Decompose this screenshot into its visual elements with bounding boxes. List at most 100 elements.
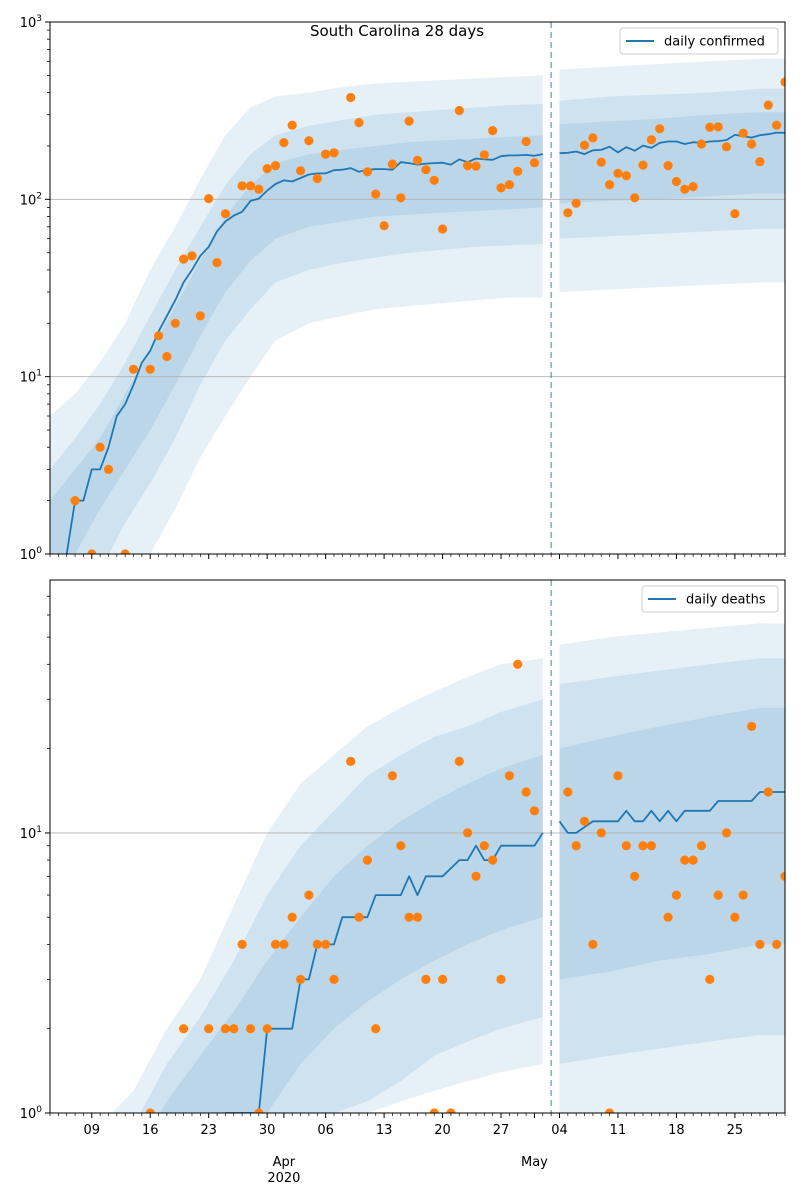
observed-point (688, 855, 698, 865)
observed-point (254, 1108, 264, 1113)
observed-point (646, 135, 657, 145)
observed-point (187, 251, 197, 261)
observed-point (663, 161, 673, 171)
legend-box (619, 27, 779, 55)
observed-point (346, 756, 356, 767)
x-tick-label: 04 (551, 1123, 568, 1138)
observed-point (463, 161, 473, 171)
observed-point (362, 167, 372, 177)
observed-point (705, 122, 715, 132)
observed-point (780, 77, 785, 87)
observed-point (504, 180, 514, 190)
observed-point (721, 828, 732, 838)
observed-point (120, 549, 130, 554)
observed-point (772, 939, 782, 950)
confidence-band (50, 75, 543, 554)
observed-point (195, 311, 205, 321)
observed-point (70, 496, 80, 506)
observed-point (421, 165, 431, 175)
observed-point (479, 150, 489, 160)
observed-point (304, 136, 314, 146)
observed-point (588, 939, 598, 950)
observed-point (513, 659, 523, 669)
observed-point (179, 1024, 189, 1034)
y-tick-label-exponent: 0 (36, 1105, 42, 1115)
observed-point (371, 1024, 381, 1034)
legend-entry: daily confirmed (664, 35, 765, 50)
observed-point (296, 166, 306, 176)
observed-point (763, 787, 773, 797)
legend-box (641, 585, 779, 613)
observed-point (262, 1024, 272, 1034)
observed-point (471, 871, 481, 881)
x-tick-label: 27 (493, 1123, 510, 1138)
observed-point (763, 100, 773, 110)
observed-point (663, 912, 673, 922)
observed-point (588, 133, 598, 143)
observed-point (270, 939, 281, 950)
observed-point (521, 136, 531, 147)
y-tick-label-exponent: 0 (36, 546, 42, 556)
y-tick-label-base: 10 (20, 548, 37, 563)
observed-point (229, 1024, 239, 1034)
observed-point (571, 198, 581, 208)
legend: daily confirmed (619, 27, 779, 55)
y-tick-label-exponent: 3 (36, 14, 42, 24)
series-line (65, 153, 543, 554)
observed-point (404, 116, 414, 126)
confidence-band (559, 112, 785, 204)
observed-point (671, 890, 682, 900)
observed-point (438, 974, 448, 985)
y-tick-label: 100 (20, 1105, 43, 1122)
observed-point (772, 120, 782, 130)
observed-point (220, 209, 230, 219)
observed-point (237, 939, 247, 950)
confidence-band (559, 658, 785, 1064)
observed-point (438, 224, 448, 234)
observed-point (529, 806, 540, 816)
observed-point (471, 161, 481, 171)
observed-point (404, 912, 414, 922)
observed-point (521, 787, 531, 797)
observed-point (396, 841, 406, 851)
observed-point (630, 193, 640, 203)
observed-point (671, 176, 682, 187)
observed-point (496, 183, 506, 193)
observed-point (479, 841, 489, 851)
observed-point (321, 939, 331, 950)
observed-point (738, 890, 748, 900)
observed-point (613, 771, 623, 781)
observed-point (579, 816, 590, 826)
observed-point (696, 139, 707, 149)
observed-point (87, 549, 97, 554)
confidence-band (50, 135, 543, 554)
observed-point (638, 841, 648, 851)
observed-point (421, 974, 431, 985)
series-line (559, 131, 785, 156)
y-tick-label-base: 10 (20, 371, 37, 386)
observed-point (312, 173, 322, 184)
observed-point (279, 939, 289, 950)
series-line (558, 791, 785, 834)
observed-point (738, 128, 748, 138)
observed-point (747, 721, 757, 732)
y-tick-label-base: 10 (20, 827, 37, 842)
observed-point (454, 756, 464, 767)
observed-point (329, 974, 339, 985)
observed-point (362, 855, 372, 865)
observed-point (412, 912, 423, 922)
observed-point (204, 1024, 214, 1034)
series-marks (65, 22, 785, 554)
y-tick-label-base: 10 (20, 16, 37, 31)
observed-point (613, 168, 623, 178)
confidence-band (159, 754, 543, 1113)
observed-point (747, 139, 757, 149)
x-tick-label: 11 (610, 1123, 627, 1138)
observed-point (304, 890, 314, 900)
observed-point (454, 105, 464, 116)
observed-point (529, 158, 540, 168)
observed-point (204, 194, 214, 204)
observed-point (279, 138, 289, 148)
